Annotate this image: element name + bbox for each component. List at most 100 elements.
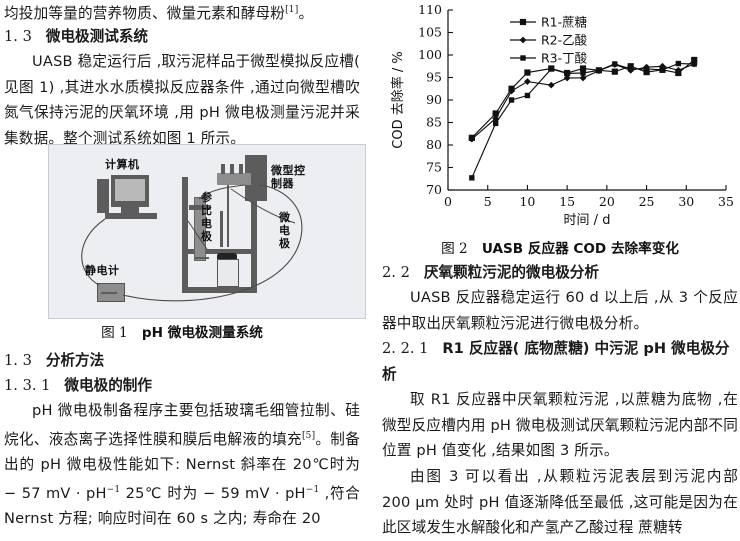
data-point-s1-31 (691, 56, 698, 64)
data-point-s3-10 (524, 92, 531, 99)
heading-2-2: 2. 2 厌氧颗粒污泥的微电极分析 (382, 260, 599, 286)
computer-stand-icon (121, 207, 139, 213)
x-tick-label-30: 30 (678, 194, 694, 209)
rig-left-post (182, 177, 188, 293)
computer-keyboard-icon (105, 213, 157, 219)
x-axis-title: 时间 / d (564, 213, 611, 228)
para-ph-part-b: 。制备出的 pH 微电极性能如下: Nernst 斜率在 20℃时为 − 57 … (4, 430, 360, 502)
data-point-s1-10 (524, 69, 531, 76)
reference-electrode-shaft (220, 211, 223, 247)
rig-right-post (251, 163, 257, 293)
figure-2-caption: 图 2 UASB 反应器 COD 去除率变化 (382, 238, 738, 260)
data-point-s1-6 (492, 110, 499, 117)
paragraph-microelectrode-fabrication: pH 微电极制备程序主要包括玻璃毛细管拉制、硅烷化、液态离子选择性膜和膜后电解液… (4, 398, 360, 532)
data-point-s2-8 (508, 87, 515, 95)
data-point-s3-25 (643, 66, 650, 72)
y-tick-label-100: 100 (418, 47, 442, 62)
paragraph-granular-sludge: UASB 反应器稳定运行 60 d 以上后 ,从 3 个反应器中取出厌氧颗粒污泥… (382, 289, 738, 332)
controller-knob-1-icon (221, 164, 225, 174)
heading-2-2-title: 厌氧颗粒污泥的微电极分析 (423, 264, 599, 281)
para-ph-part-c: 25℃ 时为 − 59 mV · pH (120, 484, 306, 502)
heading-2-2-1: 2. 2. 1 R1 反应器( 底物蔗糖) 中污泥 pH 微电极分析 (382, 336, 738, 387)
data-point-s1-25 (643, 69, 650, 76)
x-tick-label-0: 0 (444, 194, 452, 209)
data-point-s2-13 (547, 81, 555, 89)
y-axis-title: COD 去除率 / % (390, 51, 406, 148)
x-tick-label-25: 25 (639, 194, 655, 209)
data-point-s1-17 (579, 65, 587, 72)
data-point-s3-21 (612, 61, 618, 67)
controller-knob-2-icon (230, 164, 234, 174)
reference-marker-1: [1] (285, 5, 299, 15)
heading-1-3b-number: 1. 3 (4, 352, 32, 369)
left-column: 均投加等量的营养物质、微量元素和酵母粉[1]。 1. 3 微电极测试系统 UASB… (4, 0, 366, 532)
electrometer-display-icon (101, 292, 117, 294)
heading-1-3-number: 1. 3 (4, 28, 32, 45)
heading-1-3-title: 微电极测试系统 (45, 28, 149, 45)
data-point-s3-17 (580, 70, 586, 76)
controller-knob-3-icon (239, 164, 243, 174)
controller-panel-icon (217, 173, 251, 185)
y-tick-label-110: 110 (418, 2, 442, 17)
legend-marker-1 (519, 18, 527, 26)
right-column: 70 75 80 85 90 95 100 105 110 0 5 10 15 20 25 30 35 时间 / … (382, 0, 740, 536)
micromanipulator-arm (189, 205, 211, 210)
x-tick-label-5: 5 (484, 194, 492, 209)
data-point-s3-27 (659, 67, 666, 73)
data-point-s3-29 (675, 60, 682, 67)
reference-marker-5: [5] (301, 430, 316, 441)
y-tick-label-70: 70 (426, 182, 442, 197)
label-computer: 计算机 (105, 158, 140, 171)
label-microelectrode: 微电极 (279, 211, 291, 250)
heading-1-3-1-title: 微电极的制作 (64, 377, 152, 394)
cable-wires (81, 184, 303, 302)
heading-1-3-1-number: 1. 3. 1 (4, 377, 51, 394)
data-point-s3-3 (469, 175, 475, 181)
legend-label-1: R1-蔗糖 (541, 15, 588, 30)
computer-screen-icon (115, 179, 145, 201)
paragraph-figure3-discussion: 由图 3 可以看出 ,从颗粒污泥表层到污泥内部 200 μm 处时 pH 值逐渐… (382, 468, 738, 537)
sample-vessel-icon (217, 259, 239, 287)
data-point-s1-21 (611, 68, 618, 75)
data-point-s3-31 (691, 61, 697, 67)
sample-cap-icon (217, 253, 237, 261)
data-point-s3-15 (564, 70, 570, 77)
paragraph-nutrients-text: 均投加等量的营养物质、微量元素和酵母粉 (4, 4, 286, 22)
label-electrometer: 静电计 (85, 264, 120, 277)
heading-2-2-1-title: R1 反应器( 底物蔗糖) 中污泥 pH 微电极分析 (382, 340, 730, 383)
data-point-s2-10 (524, 78, 531, 85)
microelectrode-shaft (227, 185, 229, 247)
data-point-s3-6 (492, 120, 499, 127)
x-tick-label-15: 15 (559, 194, 575, 209)
paragraph-nutrients-period: 。 (298, 4, 314, 22)
legend-marker-3 (520, 55, 526, 61)
micromanipulator-column (194, 197, 206, 261)
data-point-s2-15 (563, 74, 571, 82)
x-tick-label-35: 35 (718, 194, 734, 209)
support-plate-icon (195, 257, 209, 259)
data-point-s3-8 (508, 97, 515, 103)
heading-1-3-1: 1. 3. 1 微电极的制作 (4, 373, 152, 399)
label-reference-electrode: 参比电极 (201, 191, 213, 243)
figure-2-chart: 70 75 80 85 90 95 100 105 110 0 5 10 15 20 25 30 35 时间 / … (382, 0, 740, 236)
data-point-s3-19 (596, 67, 602, 73)
rig-mid-bar (182, 249, 257, 254)
heading-1-3b-title: 分析方法 (45, 352, 105, 369)
figure-1-caption-number: 图 1 (101, 325, 128, 341)
heading-1-3: 1. 3 微电极测试系统 (4, 24, 148, 50)
legend-label-3: R3-丁酸 (541, 51, 588, 66)
superscript-minus-one-a: −1 (106, 484, 121, 495)
data-point-s2-17 (579, 74, 587, 82)
heading-2-2-1-number: 2. 2. 1 (382, 340, 429, 357)
figure-1-caption-text: pH 微电极测量系统 (141, 325, 263, 341)
paragraph-r1-reactor: 取 R1 反应器中厌氧颗粒污泥 ,以蔗糖为底物 ,在微型反应槽内用 pH 微电极… (382, 391, 738, 460)
y-tick-label-75: 75 (426, 160, 442, 175)
legend-label-2: R2-乙酸 (541, 33, 588, 48)
figure-1-apparatus-diagram: 计算机 微型控制器 参比电极 微电极 静电计 (48, 144, 366, 319)
data-point-s3-13 (548, 66, 554, 72)
legend-marker-2 (519, 36, 527, 44)
y-tick-label-80: 80 (426, 137, 442, 152)
article-page: 均投加等量的营养物质、微量元素和酵母粉[1]。 1. 3 微电极测试系统 UASB… (4, 0, 740, 536)
para-ph-part-d: ,符合 Nernst 方程; 响应时间在 60 s 之内; 寿命在 20 (4, 484, 360, 528)
heading-1-3-analysis: 1. 3 分析方法 (4, 348, 104, 374)
